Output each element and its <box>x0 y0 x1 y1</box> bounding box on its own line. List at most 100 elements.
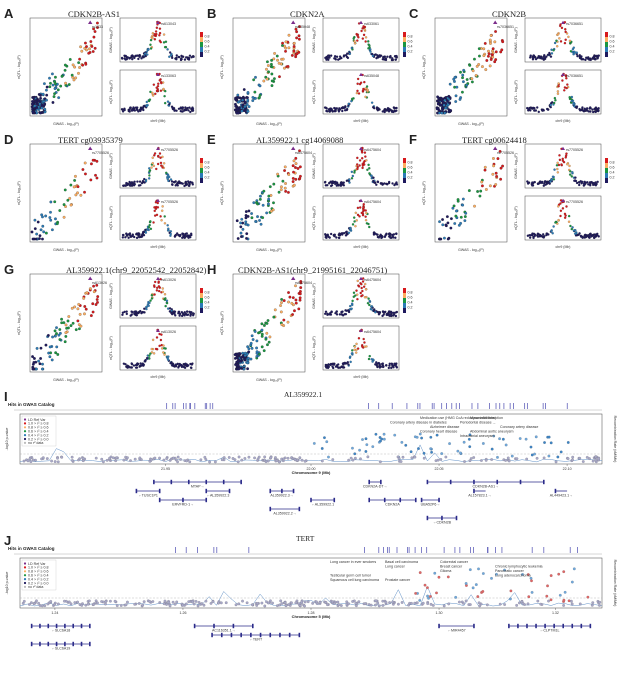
gene-exon <box>80 641 83 647</box>
scatter-point <box>49 218 53 222</box>
lead-snp-label: rs613026 <box>161 330 176 334</box>
locus-point <box>153 293 156 296</box>
locus-point <box>382 57 385 61</box>
ld-legend-label: 0.8 > r² ≥ 0.6 <box>28 570 48 574</box>
locus-point <box>369 50 372 53</box>
panel-label-h: H <box>207 262 217 277</box>
scatter-point <box>265 77 269 81</box>
ld-colorbar-swatch <box>403 173 406 178</box>
locus-point <box>157 155 160 158</box>
locus-point <box>364 155 367 158</box>
locus-point <box>162 87 165 91</box>
ld-colorbar-label: 0.6 <box>205 166 210 170</box>
locus-point <box>570 175 573 178</box>
scatter-point <box>83 190 86 194</box>
locus-point <box>371 54 375 58</box>
scatter-point <box>78 327 81 331</box>
variant-point <box>76 600 79 604</box>
scatter-point <box>50 228 54 232</box>
panel-title-a: CDKN2B-AS1 <box>68 9 120 19</box>
locus-point <box>368 44 371 47</box>
variant-point <box>283 601 287 604</box>
scatter-point <box>246 91 250 94</box>
locus-point <box>149 227 153 231</box>
locus-point <box>385 364 388 367</box>
scatter-point <box>70 306 74 310</box>
locus-point <box>165 171 168 174</box>
scatter-point <box>265 322 269 325</box>
locus-point <box>350 307 353 310</box>
ld-colorbar-swatch <box>200 173 203 178</box>
locus-point <box>364 282 367 286</box>
scatter-point <box>287 33 291 37</box>
locus-point <box>376 310 379 314</box>
scatter-point <box>96 295 100 298</box>
locus-point <box>564 30 567 34</box>
locus-point <box>175 232 179 235</box>
x-tick-label: 22.00 <box>307 467 316 471</box>
variant-point <box>331 600 334 604</box>
locus-point <box>125 312 128 316</box>
gene-exon <box>230 632 233 638</box>
variant-point <box>114 459 118 463</box>
locus-point <box>383 109 386 113</box>
ld-colorbar-swatch <box>200 303 203 308</box>
scatter-point <box>298 25 301 28</box>
locus-point <box>340 183 343 187</box>
scatter-point <box>243 101 247 104</box>
gwas-annotation: Lung adenocarcinoma <box>495 574 531 578</box>
locus-point <box>335 310 338 313</box>
ld-colorbar-swatch <box>605 173 608 178</box>
variant-point <box>566 457 570 461</box>
variant-point <box>351 458 355 462</box>
locus-point <box>351 223 355 226</box>
ld-colorbar-label: 0.2 <box>205 50 210 54</box>
scatter-point <box>65 326 69 330</box>
ld-colorbar-swatch <box>200 42 203 47</box>
locus-point <box>149 90 152 94</box>
scatter-point <box>498 150 502 153</box>
gene-exon <box>240 632 242 638</box>
ld-legend-label: LD Ref Var <box>28 418 46 422</box>
scatter-point <box>39 228 43 232</box>
ld-colorbar-swatch <box>403 37 406 42</box>
gene-label: ERVFRD-1→ <box>172 503 194 507</box>
locus-point <box>529 56 532 59</box>
variant-point <box>126 600 129 604</box>
locus-point <box>557 163 561 167</box>
locus-point <box>334 109 337 113</box>
scatter-point <box>262 324 266 327</box>
locus-point <box>382 310 385 313</box>
x-axis-label: GWAS - log₁₀(P) <box>458 122 484 126</box>
panel-j-hits-title: Hits in GWAS Catalog <box>8 546 55 551</box>
locus-point <box>138 55 141 58</box>
variant-point <box>265 600 268 604</box>
ld-colorbar-swatch <box>605 168 608 173</box>
variant-point <box>163 599 167 603</box>
locus-point <box>381 235 384 238</box>
scatter-point <box>278 75 281 79</box>
scatter-point <box>494 171 498 175</box>
locus-point <box>594 108 598 111</box>
locus-point <box>367 297 370 300</box>
locus-point <box>597 109 600 112</box>
gene-exon <box>72 641 75 647</box>
scatter-point <box>84 172 87 176</box>
locus-point <box>573 232 577 235</box>
gene-exon <box>193 623 196 629</box>
scatter-point <box>88 287 92 291</box>
scatter-point <box>453 80 456 83</box>
locus-point <box>533 109 537 112</box>
locus-point <box>167 229 170 232</box>
gene-exon <box>519 479 522 485</box>
variant-point <box>200 602 204 605</box>
locus-point <box>545 233 548 237</box>
scatter-point <box>283 66 286 70</box>
variant-point <box>282 457 285 461</box>
y-axis-label: eQTL - log₁₀(P) <box>422 55 426 79</box>
variant-point <box>581 460 585 463</box>
scatter-frame <box>434 143 508 243</box>
locus-point <box>368 299 371 303</box>
locus-point <box>179 109 182 113</box>
locus-point <box>363 345 367 348</box>
